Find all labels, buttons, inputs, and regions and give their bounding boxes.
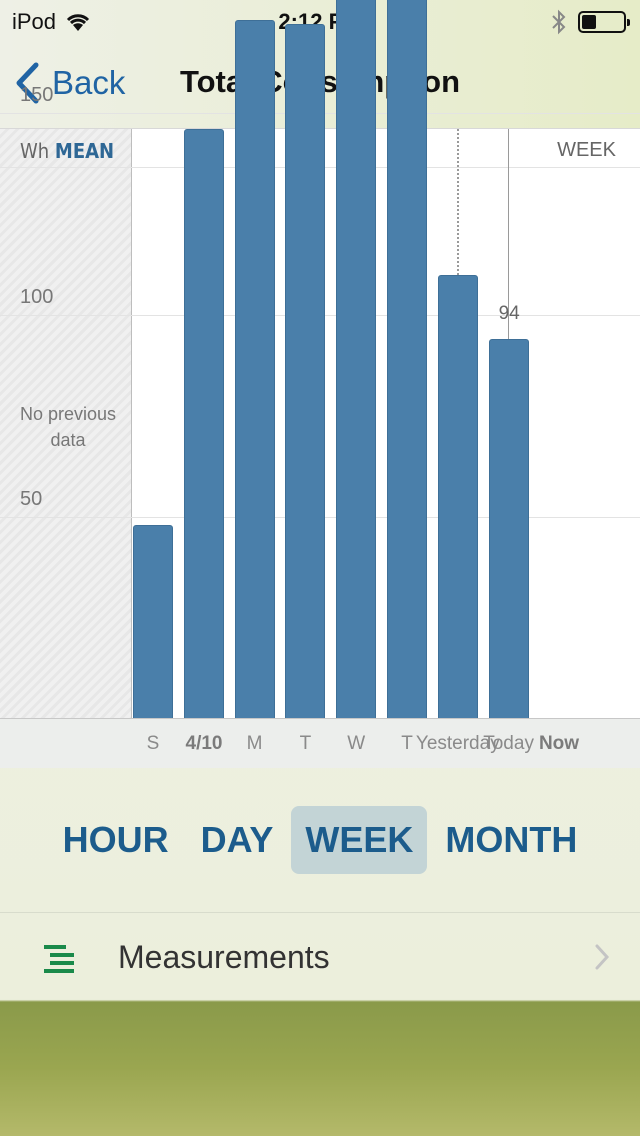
- x-tick-label: Now: [538, 733, 580, 754]
- range-option-week[interactable]: WEEK: [291, 806, 428, 874]
- battery-icon: [578, 11, 630, 33]
- x-tick-label: T: [299, 733, 312, 754]
- x-tick-label: M: [246, 733, 263, 754]
- bar-today[interactable]: [488, 339, 529, 719]
- no-previous-data-label: No previous data: [19, 404, 117, 450]
- wifi-icon: [66, 14, 90, 31]
- range-option-hour[interactable]: HOUR: [62, 819, 169, 860]
- x-tick-label: T: [401, 733, 413, 754]
- x-tick-label: 4/10: [185, 733, 223, 754]
- bar-t[interactable]: [285, 24, 326, 719]
- list-icon: [44, 945, 74, 973]
- range-option-month[interactable]: MONTH: [445, 819, 578, 860]
- measurements-row[interactable]: Measurements: [0, 912, 640, 1002]
- y-tick-label: 50: [20, 488, 43, 510]
- y-tick-label: 150: [20, 84, 54, 106]
- carrier-name: iPod: [12, 9, 57, 34]
- chart-range-label: WEEK: [557, 139, 616, 161]
- x-axis-labels: S 4/10 M T W T Yesterday Today Now: [0, 718, 640, 768]
- bar-t[interactable]: [387, 0, 427, 719]
- bar-data-label: 94: [498, 303, 520, 325]
- no-data-region: [0, 129, 132, 719]
- chevron-left-icon: [16, 62, 39, 104]
- x-tick-label: S: [146, 733, 160, 754]
- x-tick-label: Today: [483, 733, 534, 754]
- bar-w[interactable]: [336, 0, 377, 719]
- status-carrier: iPod: [12, 6, 92, 38]
- chart-unit-label: Wh MEAN: [20, 139, 114, 163]
- consumption-chart[interactable]: Wh MEAN WEEK 50100150200250 No previous …: [0, 0, 640, 719]
- range-option-day[interactable]: DAY: [200, 819, 274, 860]
- bar-yesterday[interactable]: [437, 274, 478, 719]
- y-tick-label: 100: [20, 286, 54, 308]
- measurements-label: Measurements: [118, 939, 330, 975]
- bar-m[interactable]: [234, 20, 275, 719]
- chevron-right-icon: [595, 944, 610, 970]
- bluetooth-icon: [552, 9, 566, 35]
- unit-text: Wh: [20, 139, 50, 163]
- back-label: Back: [52, 64, 126, 101]
- x-tick-label: Yesterday: [415, 733, 500, 754]
- bar-4-10[interactable]: [183, 129, 224, 719]
- time-range-selector: HOUR DAY WEEK MONTH: [0, 768, 640, 912]
- x-tick-label: W: [347, 733, 366, 754]
- mode-text: MEAN: [54, 139, 115, 163]
- status-indicators: [550, 6, 630, 38]
- bar-s[interactable]: [133, 525, 173, 719]
- back-button[interactable]: Back: [14, 58, 125, 108]
